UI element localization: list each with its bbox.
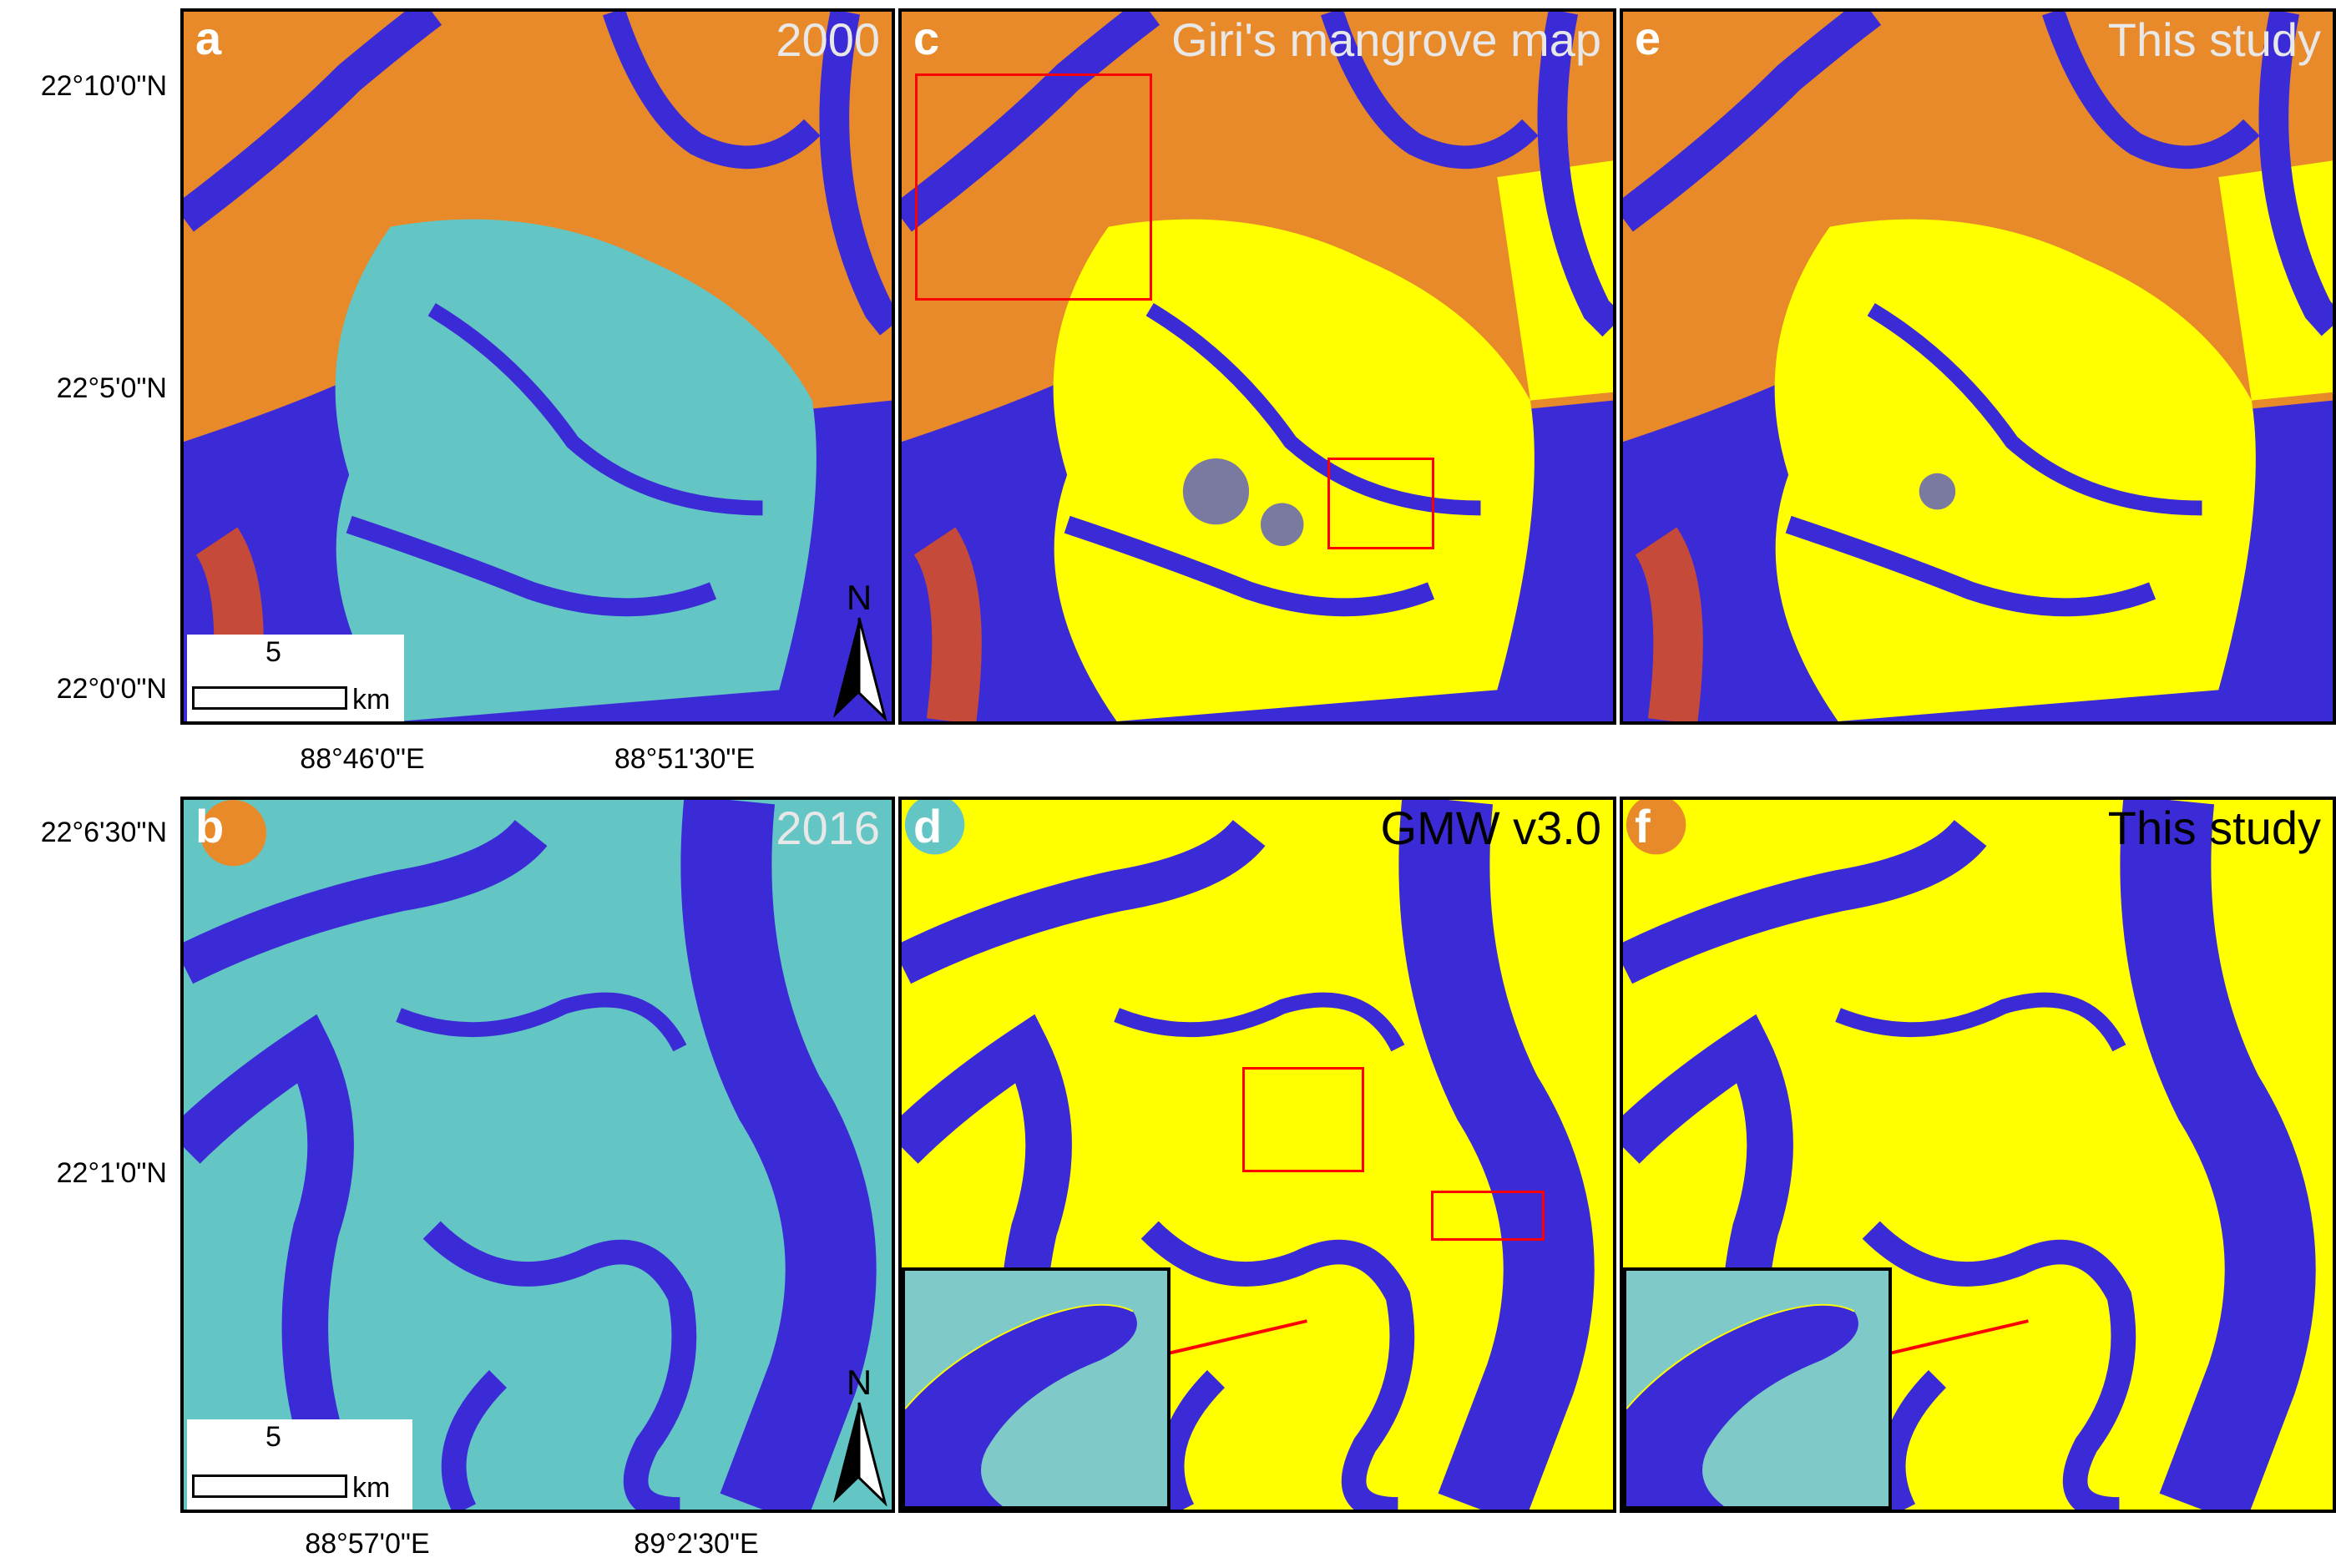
north-arrow-icon: N: [833, 578, 887, 721]
panel-e: e This study: [1620, 8, 2336, 725]
longitude-label: 89°2'30"E: [634, 1528, 759, 1560]
panel-letter: f: [1635, 800, 1651, 852]
panel-letter: a: [195, 12, 222, 64]
scale-bar-unit: km: [352, 1472, 391, 1504]
satellite-image-2016: [184, 800, 892, 1510]
longitude-label: 88°51'30"E: [614, 743, 756, 775]
scale-bar-value: 5: [265, 1421, 281, 1453]
panel-d: d GMW v3.0: [898, 797, 1616, 1513]
north-arrow-icon: N: [833, 1363, 887, 1507]
highlight-box: [1242, 1067, 1364, 1172]
panel-letter: c: [913, 12, 940, 64]
panel-title: Giri's mangrove map: [1171, 13, 1601, 66]
mangrove-map-giri: [902, 12, 1613, 721]
scale-bar: 5 km: [187, 1419, 412, 1510]
inset-image: [905, 1271, 1167, 1506]
scale-bar: 5 km: [187, 635, 404, 721]
longitude-label: 88°57'0"E: [305, 1528, 430, 1560]
highlight-box: [1327, 458, 1434, 549]
satellite-image-2000: [184, 12, 892, 721]
zoom-inset: [902, 1267, 1171, 1510]
scale-bar-graphic: [192, 686, 347, 710]
highlight-box: [1431, 1191, 1545, 1241]
zoom-inset: [1623, 1267, 1892, 1510]
mangrove-map-this-study-2000: [1623, 12, 2333, 721]
scale-bar-value: 5: [265, 636, 281, 668]
panel-a: a 2000 5 km N: [180, 8, 895, 725]
panel-title: 2000: [776, 13, 880, 66]
latitude-label: 22°0'0"N: [56, 673, 167, 705]
panel-b: b 2016 5 km N: [180, 797, 895, 1513]
latitude-label: 22°5'0"N: [56, 372, 167, 404]
north-label: N: [847, 1363, 872, 1402]
highlight-box: [915, 73, 1152, 301]
latitude-label: 22°10'0"N: [40, 70, 167, 102]
panel-title: GMW v3.0: [1380, 802, 1601, 854]
panel-f: f This study: [1620, 797, 2336, 1513]
panel-letter: e: [1635, 12, 1661, 64]
latitude-label: 22°6'30"N: [40, 817, 167, 848]
latitude-label: 22°1'0"N: [56, 1157, 167, 1189]
longitude-label: 88°46'0"E: [300, 743, 425, 775]
inset-image: [1626, 1271, 1889, 1506]
panel-letter: b: [195, 800, 225, 852]
scale-bar-unit: km: [352, 684, 391, 716]
scale-bar-graphic: [192, 1474, 347, 1498]
north-label: N: [847, 578, 872, 617]
panel-title: This study: [2107, 13, 2321, 66]
north-arrow: N: [830, 1361, 888, 1507]
north-arrow: N: [830, 576, 888, 721]
panel-title: This study: [2107, 802, 2321, 854]
panel-letter: d: [913, 800, 943, 852]
panel-title: 2016: [776, 802, 880, 854]
panel-c: c Giri's mangrove map: [898, 8, 1616, 725]
